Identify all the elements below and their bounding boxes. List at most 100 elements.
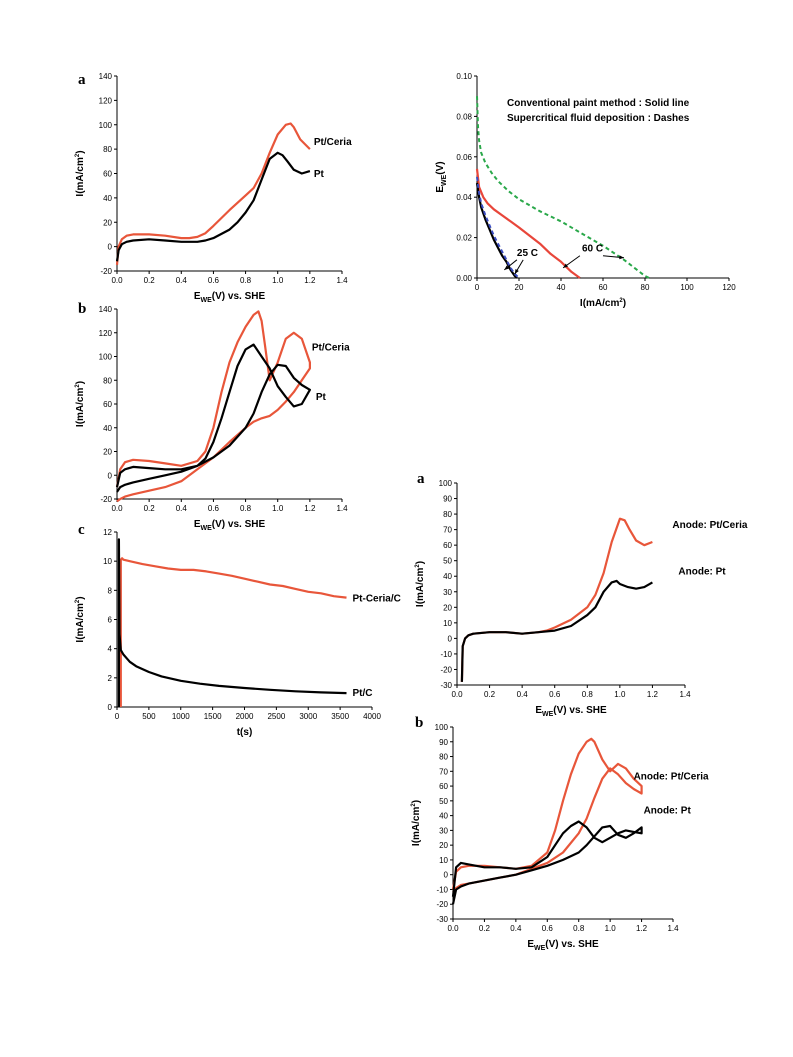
y-tick-label: -20	[440, 665, 452, 674]
x-axis-label: I(mA/cm2)	[580, 298, 626, 309]
annotation-arrowhead	[504, 265, 510, 270]
panel-label: c	[78, 522, 85, 538]
y-tick-label: 100	[435, 723, 449, 732]
x-tick-label: 2500	[267, 712, 285, 721]
y-tick-label: -30	[440, 681, 452, 690]
series-label: Pt/Ceria	[314, 137, 352, 148]
x-tick-label: 60	[599, 283, 608, 292]
legend-line: Conventional paint method : Solid line	[507, 98, 690, 109]
x-tick-label: 1000	[172, 712, 190, 721]
x-tick-label: 1.0	[605, 924, 617, 933]
y-tick-label: 80	[443, 510, 452, 519]
x-tick-label: 0.0	[447, 924, 459, 933]
y-tick-label: 12	[103, 528, 112, 537]
x-tick-label: 0.6	[208, 504, 220, 513]
x-tick-label: 1.2	[636, 924, 648, 933]
x-tick-label: 0.6	[542, 924, 554, 933]
series-label: Pt	[316, 392, 327, 403]
y-tick-label: 70	[439, 767, 448, 776]
y-tick-label: 0.04	[456, 193, 472, 202]
y-tick-label: 0	[444, 871, 449, 880]
series-line-2	[475, 182, 518, 279]
series-label: Anode: Pt/Ceria	[634, 771, 709, 782]
series-label: Pt	[314, 169, 325, 180]
series-line-0	[115, 122, 311, 265]
series-line-1	[451, 820, 643, 905]
y-axis-label: I(mA/cm2)	[411, 800, 422, 846]
x-tick-label: 4000	[363, 712, 381, 721]
series-label: Pt/Ceria	[312, 342, 350, 353]
x-axis-label: EWE(V) vs. SHE	[535, 705, 607, 718]
chart-panel-polarization: 0 20 40 60 80 100 120 0.00 0.02 0.04 0.06 0.08 0.10 I…	[415, 62, 755, 327]
x-tick-label: 1500	[204, 712, 222, 721]
series-line-0	[460, 517, 653, 682]
x-axis-label: t(s)	[237, 727, 253, 738]
x-tick-label: 0.4	[176, 276, 188, 285]
x-tick-label: 100	[680, 283, 694, 292]
y-tick-label: 50	[439, 797, 448, 806]
panel-label: a	[78, 72, 86, 88]
y-tick-label: 60	[439, 782, 448, 791]
cv-chart-b-right: b 0.0 0.2 0.4 0.6 0.8 1.0 1.2 1.4 -30 -20 -10 0 10 20 3…	[411, 715, 709, 952]
annotation-arrowhead	[514, 269, 519, 274]
x-tick-label: 40	[557, 283, 566, 292]
y-tick-label: 40	[103, 424, 112, 433]
y-tick-label: 90	[439, 738, 448, 747]
y-tick-label: 120	[99, 329, 113, 338]
y-tick-label: 30	[439, 826, 448, 835]
x-tick-label: 0.6	[208, 276, 220, 285]
y-axis-label: I(mA/cm2)	[75, 150, 86, 196]
series-label: Anode: Pt/Ceria	[672, 520, 747, 531]
y-tick-label: 0.02	[456, 234, 472, 243]
series-label: Pt-Ceria/C	[353, 594, 401, 605]
y-tick-label: -30	[436, 915, 448, 924]
y-tick-label: 8	[108, 586, 113, 595]
y-tick-label: 30	[443, 588, 452, 597]
y-tick-label: 80	[103, 145, 112, 154]
series-line-1	[115, 343, 311, 493]
x-axis-label: EWE(V) vs. SHE	[527, 939, 599, 952]
axis-lines	[452, 727, 673, 920]
y-tick-label: -10	[440, 650, 452, 659]
x-tick-label: 2000	[236, 712, 254, 721]
x-tick-label: 1.0	[272, 276, 284, 285]
chart-panel-a-right: a 0.0 0.2 0.4 0.6 0.8 1.0 1.2 1.4 -30 -20 -10 0 10 20 3…	[405, 465, 765, 720]
y-tick-label: 10	[443, 619, 452, 628]
x-tick-label: 80	[641, 283, 650, 292]
series-line-0	[119, 557, 347, 707]
x-tick-label: 0.0	[451, 690, 463, 699]
x-tick-label: 1.4	[667, 924, 679, 933]
x-tick-label: 0.6	[549, 690, 561, 699]
x-tick-label: 1.4	[336, 504, 348, 513]
series-label: Anode: Pt	[644, 805, 692, 816]
y-tick-label: 100	[99, 121, 113, 130]
y-tick-label: 0.06	[456, 153, 472, 162]
chart-panel-b-right: b 0.0 0.2 0.4 0.6 0.8 1.0 1.2 1.4 -30 -20 -10 0 10 20 3…	[405, 715, 765, 955]
annotation-60c: 60 C	[582, 244, 603, 255]
x-tick-label: 0	[115, 712, 120, 721]
x-tick-label: 1.2	[647, 690, 659, 699]
x-tick-label: 0.8	[573, 924, 585, 933]
x-tick-label: 1.2	[304, 276, 316, 285]
x-tick-label: 0.2	[479, 924, 491, 933]
y-axis-label: EWE(V)	[435, 161, 448, 192]
x-tick-label: 0.8	[240, 504, 252, 513]
x-tick-label: 1.4	[679, 690, 691, 699]
y-tick-label: 0	[108, 471, 113, 480]
x-tick-label: 3500	[331, 712, 349, 721]
polarization-chart: 0 20 40 60 80 100 120 0.00 0.02 0.04 0.06 0.08 0.10 I…	[435, 72, 736, 309]
x-tick-label: 0.4	[510, 924, 522, 933]
x-tick-label: 0.4	[517, 690, 529, 699]
x-tick-label: 1.2	[304, 504, 316, 513]
cv-chart-b: b 0.0 0.2 0.4 0.6 0.8 1.0 1.2 1.4 -20 0 20 40 60 80 100…	[75, 301, 350, 532]
y-tick-label: 20	[443, 603, 452, 612]
y-tick-label: 60	[443, 541, 452, 550]
x-axis-label: EWE(V) vs. SHE	[194, 519, 266, 532]
y-tick-label: 0	[108, 243, 113, 252]
y-tick-label: 120	[99, 96, 113, 105]
x-tick-label: 3000	[299, 712, 317, 721]
y-tick-label: 0	[108, 703, 113, 712]
series-line-0	[451, 737, 643, 894]
series-line-1	[476, 96, 650, 279]
y-axis-label: I(mA/cm2)	[75, 381, 86, 427]
